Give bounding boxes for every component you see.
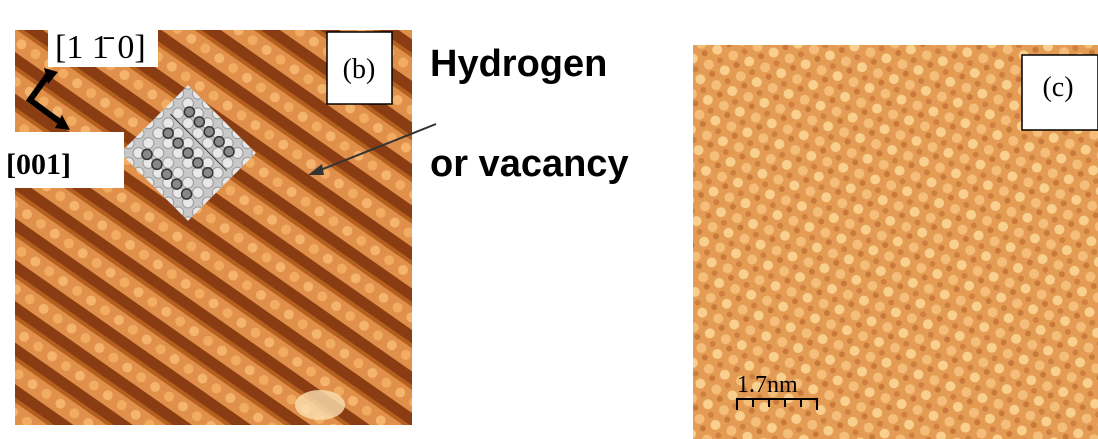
arrow-head bbox=[44, 68, 58, 84]
panel-label-box bbox=[326, 31, 393, 105]
panel-label: (b) bbox=[343, 54, 376, 85]
direction-label: [001] bbox=[6, 148, 71, 181]
direction-arrows bbox=[25, 73, 62, 125]
annotation-text: Hydrogen bbox=[430, 43, 607, 85]
scale-bar-label: 1.7nm bbox=[737, 372, 798, 398]
arrow-head bbox=[55, 115, 70, 130]
label-box bbox=[48, 25, 158, 67]
direction-label: [1 1̄ 0] bbox=[55, 29, 146, 66]
pointer-arrow bbox=[317, 123, 437, 172]
label-box bbox=[0, 132, 124, 188]
panel-label: (c) bbox=[1042, 72, 1073, 103]
arrow-head bbox=[308, 164, 324, 175]
scale-bar bbox=[736, 398, 818, 410]
annotation-text: or vacancy bbox=[430, 143, 629, 185]
panel-label-box bbox=[1021, 54, 1098, 131]
bright-spot bbox=[295, 390, 345, 420]
